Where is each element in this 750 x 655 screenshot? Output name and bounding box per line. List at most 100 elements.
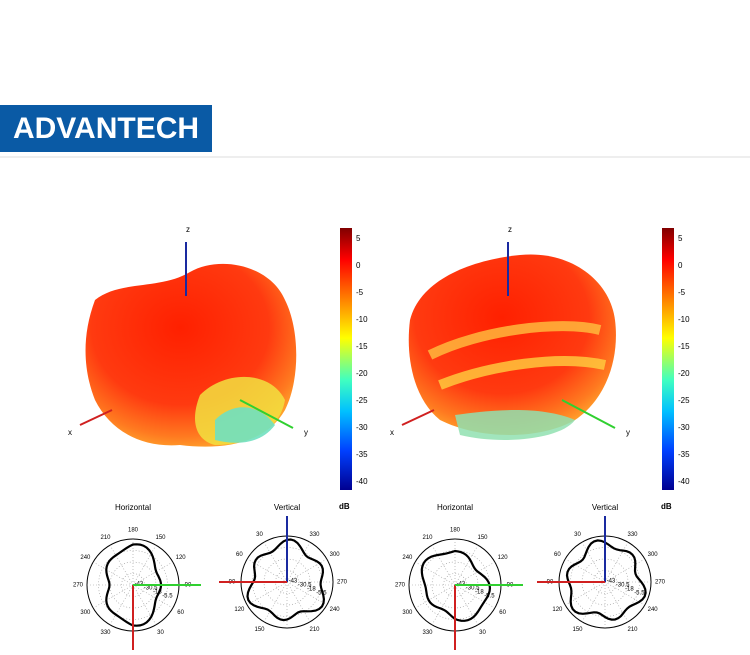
axis-label: z (186, 225, 190, 234)
angle-label: 30 (479, 630, 486, 636)
angle-label: 270 (337, 580, 348, 586)
polar-spoke (581, 542, 606, 583)
polar-spoke (286, 542, 311, 583)
angle-label: 120 (176, 555, 187, 561)
radial-label: -30.5 (298, 582, 312, 588)
angle-label: 300 (648, 552, 659, 558)
angle-label: 60 (236, 552, 243, 558)
angle-label: 270 (73, 583, 84, 589)
radial-label: -43 (289, 578, 298, 584)
y-axis (561, 399, 616, 429)
axis-label: z (508, 225, 512, 234)
angle-label: 210 (309, 627, 320, 633)
colorbar-tick: -10 (678, 315, 690, 324)
radial-label: -30.5 (616, 582, 630, 588)
pattern-3d (408, 254, 616, 440)
angle-label: 240 (80, 555, 91, 561)
angle-label: 240 (648, 607, 659, 613)
polar-spoke (415, 584, 456, 609)
polar-title: Horizontal (437, 503, 473, 512)
colorbar (340, 228, 352, 490)
angle-label: 210 (100, 535, 111, 541)
angle-label: 120 (234, 607, 245, 613)
axis-label: y (304, 428, 308, 437)
angle-label: 60 (499, 610, 506, 616)
colorbar-tick: 0 (356, 261, 361, 270)
colorbar-tick: -35 (678, 450, 690, 459)
angle-label: 210 (627, 627, 638, 633)
angle-label: 270 (395, 583, 406, 589)
angle-label: 150 (254, 627, 265, 633)
polar-spoke (431, 584, 456, 625)
angle-label: 330 (627, 532, 638, 538)
colorbar-tick: -35 (356, 450, 368, 459)
polar-spoke (93, 584, 134, 609)
angle-label: 120 (552, 607, 563, 613)
y-axis (239, 399, 294, 429)
angle-label: 150 (155, 535, 166, 541)
radial-label: -43 (607, 578, 616, 584)
radial-label: -30.5 (466, 585, 480, 591)
angle-label: 300 (80, 610, 91, 616)
colorbar-tick: -20 (356, 369, 368, 378)
angle-label: 30 (574, 532, 581, 538)
polar-spoke (565, 558, 606, 583)
pattern-curve (565, 539, 647, 621)
pattern-curve (246, 538, 326, 622)
polar-spoke (247, 558, 288, 583)
logo: ADVANTECH (13, 112, 199, 145)
angle-label: 30 (256, 532, 263, 538)
angle-label: 150 (572, 627, 583, 633)
colorbar-tick: 5 (678, 234, 683, 243)
axis-label: x (68, 428, 72, 437)
colorbar-tick: -25 (356, 396, 368, 405)
polar-spoke (132, 545, 157, 586)
polar-spoke (604, 542, 629, 583)
polar-ring (593, 570, 617, 594)
polar-title: Vertical (592, 503, 618, 512)
radial-label: -18 (475, 589, 484, 595)
angle-label: 180 (450, 528, 461, 534)
angle-label: 30 (157, 630, 164, 636)
colorbar-tick: -40 (356, 477, 368, 486)
x-axis (401, 409, 435, 426)
polar-spoke (93, 561, 134, 586)
angle-label: 300 (330, 552, 341, 558)
axis-label: y (626, 428, 630, 437)
radial-label: -18 (153, 589, 162, 595)
polar-spoke (247, 581, 288, 606)
colorbar-unit: dB (339, 502, 350, 511)
colorbar-tick: -25 (678, 396, 690, 405)
colorbar-tick: -15 (678, 342, 690, 351)
x-axis (79, 409, 113, 426)
angle-label: 150 (477, 535, 488, 541)
polar-ring (581, 558, 629, 606)
colorbar (662, 228, 674, 490)
polar-title: Horizontal (115, 503, 151, 512)
polar-title: Vertical (274, 503, 300, 512)
radial-label: -18 (307, 586, 316, 592)
angle-label: 180 (128, 528, 139, 534)
radial-label: -5.5 (484, 593, 495, 599)
logo-box (0, 105, 212, 152)
polar-ring (275, 570, 299, 594)
colorbar-tick: 5 (356, 234, 361, 243)
radial-label: -18 (625, 586, 634, 592)
angle-label: 210 (422, 535, 433, 541)
angle-label: 240 (330, 607, 341, 613)
colorbar-tick: -5 (678, 288, 686, 297)
pattern-3d (85, 263, 297, 447)
colorbar-tick: 0 (678, 261, 683, 270)
polar-ring (263, 558, 311, 606)
radial-label: -5.5 (162, 593, 173, 599)
colorbar-tick: -20 (678, 369, 690, 378)
angle-label: 330 (100, 630, 111, 636)
angle-label: 120 (498, 555, 509, 561)
angle-label: 60 (177, 610, 184, 616)
radial-label: -5.5 (634, 590, 645, 596)
colorbar-tick: -30 (356, 423, 368, 432)
angle-label: 60 (554, 552, 561, 558)
colorbar-tick: -30 (678, 423, 690, 432)
angle-label: 240 (402, 555, 413, 561)
colorbar-tick: -40 (678, 477, 690, 486)
